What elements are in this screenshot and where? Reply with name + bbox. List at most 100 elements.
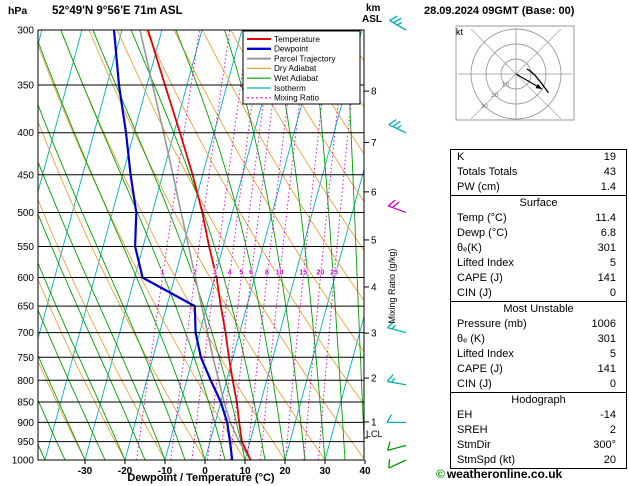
storm-motion-arrow: [515, 73, 543, 90]
stats-panel: K 19 Totals Totals 43 PW (cm) 1.4 Surface Temp …: [450, 149, 627, 469]
stat-row: Temp (°C) 11.4: [451, 211, 626, 226]
isotherm-lines: [38, 30, 364, 460]
svg-text:450: 450: [17, 170, 34, 181]
svg-text:1000: 1000: [12, 456, 35, 467]
stat-value: 0: [609, 378, 616, 390]
stat-row: K 19: [451, 150, 626, 165]
stat-value: 2: [609, 424, 616, 436]
svg-text:1: 1: [160, 270, 164, 277]
svg-text:300: 300: [17, 26, 34, 37]
stats-section: Most Unstable Pressure (mb) 1006 θₑ (K) 301 L…: [450, 301, 627, 393]
skewt-chart: 1 2 3 4 5 6 8 10 15 20 253003504004505005506006507…: [12, 15, 407, 477]
stat-label: θₑ(K): [457, 242, 482, 254]
stat-row: Dewp (°C) 6.8: [451, 226, 626, 241]
stat-value: 5: [609, 348, 616, 360]
stat-label: CAPE (J): [457, 363, 503, 375]
stat-value: 5: [609, 257, 616, 269]
stat-label: SREH: [457, 424, 488, 436]
hodograph-frame: [455, 25, 575, 121]
stat-label: Pressure (mb): [457, 318, 527, 330]
svg-text:750: 750: [17, 353, 34, 364]
svg-text:20: 20: [317, 270, 325, 277]
svg-text:850: 850: [17, 397, 34, 408]
lcl-label: LCL: [366, 429, 383, 439]
stat-value: 20: [603, 454, 616, 466]
stat-value: 141: [597, 363, 616, 375]
section-title: Most Unstable: [503, 303, 574, 315]
stat-row: Pressure (mb) 1006: [451, 317, 626, 332]
svg-text:3: 3: [371, 329, 377, 340]
stat-label: CIN (J): [457, 378, 492, 390]
hodograph-trace: [526, 68, 550, 94]
hodograph-grid: [458, 28, 572, 120]
stat-label: PW (cm): [457, 181, 500, 193]
svg-text:25: 25: [330, 270, 338, 277]
stat-value: 301: [597, 242, 616, 254]
svg-text:20: 20: [279, 466, 291, 477]
svg-text:-10: -10: [158, 466, 173, 477]
svg-text:8: 8: [265, 270, 269, 277]
stat-row: PW (cm) 1.4: [451, 180, 626, 195]
dewpoint-curve: [112, 30, 234, 460]
svg-text:10: 10: [276, 270, 284, 277]
stat-value: 300°: [593, 439, 616, 451]
stat-row: Lifted Index 5: [451, 347, 626, 362]
svg-text:10: 10: [239, 466, 251, 477]
stats-section: K 19 Totals Totals 43 PW (cm) 1.4: [450, 149, 627, 196]
svg-text:700: 700: [17, 328, 34, 339]
svg-text:-20: -20: [118, 466, 133, 477]
stat-value: 1.4: [600, 181, 616, 193]
section-title: Surface: [519, 197, 558, 209]
svg-text:15: 15: [299, 270, 307, 277]
svg-text:2: 2: [193, 270, 197, 277]
datetime-title: 28.09.2024 09GMT (Base: 00): [424, 5, 575, 17]
pressure-unit-label: hPa: [8, 5, 28, 17]
stat-row: CIN (J) 0: [451, 286, 626, 301]
svg-text:6: 6: [249, 270, 253, 277]
stat-label: Totals Totals: [457, 166, 518, 178]
stat-row: θₑ(K) 301: [451, 241, 626, 256]
stat-value: 6.8: [600, 227, 616, 239]
x-axis-title: Dewpoint / Temperature (°C): [127, 472, 275, 484]
stat-label: StmDir: [457, 439, 491, 451]
stat-row: CAPE (J) 141: [451, 362, 626, 377]
svg-text:0: 0: [202, 466, 208, 477]
stat-row: CAPE (J) 141: [451, 271, 626, 286]
hodograph-unit-label: kt: [456, 27, 464, 37]
mixing-ratio-value-labels: 1 2 3 4 5 6 8 10 15 20 25: [159, 269, 339, 278]
svg-text:20: 20: [491, 92, 499, 99]
plot-frame: [37, 29, 365, 461]
stat-value: 11.4: [595, 212, 616, 224]
mixing-ratio-axis-label: Mixing Ratio (g/kg): [387, 248, 397, 324]
svg-text:650: 650: [17, 302, 34, 313]
svg-text:-30: -30: [78, 466, 93, 477]
site-name: weatheronline.co.uk: [446, 467, 563, 481]
parcel-trajectory-curve: [139, 30, 252, 460]
svg-text:40: 40: [359, 466, 371, 477]
svg-text:7: 7: [371, 138, 377, 149]
stat-label: CAPE (J): [457, 272, 503, 284]
svg-text:Temperature: Temperature: [274, 35, 320, 44]
stat-row: θₑ (K) 301: [451, 332, 626, 347]
svg-text:30: 30: [481, 103, 489, 110]
stat-label: Temp (°C): [457, 212, 507, 224]
stat-label: Dewp (°C): [457, 227, 508, 239]
stat-row: SREH 2: [451, 423, 626, 438]
wind-barbs: [386, 15, 407, 469]
stat-value: 141: [597, 272, 616, 284]
svg-text:4: 4: [228, 270, 232, 277]
svg-text:800: 800: [17, 376, 34, 387]
stat-value: 0: [609, 287, 616, 299]
stat-label: Lifted Index: [457, 257, 514, 269]
altitude-unit-km: km: [366, 3, 381, 14]
svg-text:900: 900: [17, 418, 34, 429]
temperature-labels: -30 -20 -10 0 10 20 30 40: [78, 460, 371, 477]
svg-text:3: 3: [213, 270, 217, 277]
stats-section: Surface Temp (°C) 11.4 Dewp (°C) 6.8 θₑ(K) 301…: [450, 195, 627, 302]
stat-value: 19: [603, 151, 616, 163]
svg-text:950: 950: [17, 437, 34, 448]
svg-text:4: 4: [371, 282, 377, 293]
